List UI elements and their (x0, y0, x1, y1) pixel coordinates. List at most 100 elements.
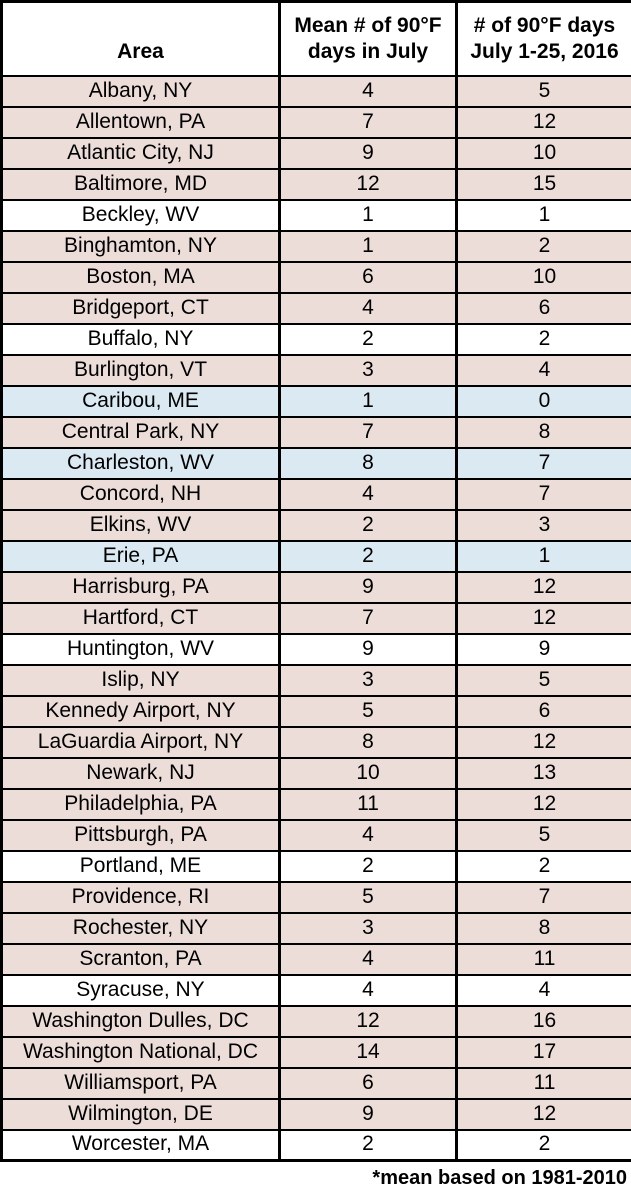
days-2016-cell: 10 (455, 136, 631, 170)
days-2016-cell: 11 (455, 1066, 631, 1100)
days-2016-cell: 9 (455, 632, 631, 666)
mean-cell: 2 (278, 322, 458, 356)
days-2016-cell: 0 (455, 384, 631, 418)
table-row: Providence, RI 5 7 (0, 880, 631, 914)
table-row: Kennedy Airport, NY 5 6 (0, 694, 631, 728)
mean-cell: 12 (278, 1004, 458, 1038)
table-body: Albany, NY 4 5 Allentown, PA 7 12 Atlantic Cit… (0, 74, 631, 1162)
days-2016-cell: 2 (455, 229, 631, 263)
days-2016-cell: 7 (455, 880, 631, 914)
area-cell: Huntington, WV (0, 632, 281, 666)
table-row: Islip, NY 3 5 (0, 663, 631, 697)
table-row: Baltimore, MD 12 15 (0, 167, 631, 201)
mean-cell: 10 (278, 756, 458, 790)
footnote: *mean based on 1981-2010 (372, 1167, 627, 1189)
table-row: Hartford, CT 7 12 (0, 601, 631, 635)
area-cell: Washington National, DC (0, 1035, 281, 1069)
days-2016-cell: 12 (455, 105, 631, 139)
table-row: Allentown, PA 7 12 (0, 105, 631, 139)
mean-cell: 2 (278, 539, 458, 573)
table-row: Worcester, MA 2 2 (0, 1128, 631, 1162)
area-cell: Albany, NY (0, 74, 281, 108)
mean-cell: 8 (278, 725, 458, 759)
area-cell: Charleston, WV (0, 446, 281, 480)
days-2016-cell: 6 (455, 694, 631, 728)
table-row: Caribou, ME 1 0 (0, 384, 631, 418)
days-2016-cell: 7 (455, 446, 631, 480)
mean-cell: 4 (278, 477, 458, 511)
table-row: Newark, NJ 10 13 (0, 756, 631, 790)
mean-cell: 4 (278, 942, 458, 976)
days-2016-cell: 1 (455, 539, 631, 573)
mean-cell: 7 (278, 601, 458, 635)
days-2016-cell: 8 (455, 415, 631, 449)
table-row: Burlington, VT 3 4 (0, 353, 631, 387)
mean-cell: 7 (278, 415, 458, 449)
mean-cell: 1 (278, 229, 458, 263)
table-row: Williamsport, PA 6 11 (0, 1066, 631, 1100)
table-row: Elkins, WV 2 3 (0, 508, 631, 542)
header-area: Area (0, 0, 281, 77)
table-row: Washington National, DC 14 17 (0, 1035, 631, 1069)
area-cell: Binghamton, NY (0, 229, 281, 263)
mean-cell: 7 (278, 105, 458, 139)
table-row: LaGuardia Airport, NY 8 12 (0, 725, 631, 759)
area-cell: Buffalo, NY (0, 322, 281, 356)
days-2016-cell: 4 (455, 973, 631, 1007)
table-row: Wilmington, DE 9 12 (0, 1097, 631, 1131)
area-cell: Hartford, CT (0, 601, 281, 635)
table-row: Scranton, PA 4 11 (0, 942, 631, 976)
header-row: Area Mean # of 90°F days in July # of 90… (0, 0, 631, 77)
days-2016-cell: 4 (455, 353, 631, 387)
days-2016-cell: 12 (455, 570, 631, 604)
days-2016-cell: 12 (455, 787, 631, 821)
mean-cell: 3 (278, 353, 458, 387)
table-header: Area Mean # of 90°F days in July # of 90… (0, 0, 631, 77)
mean-cell: 1 (278, 384, 458, 418)
days-2016-cell: 7 (455, 477, 631, 511)
area-cell: Islip, NY (0, 663, 281, 697)
mean-cell: 9 (278, 632, 458, 666)
area-cell: Caribou, ME (0, 384, 281, 418)
mean-cell: 9 (278, 570, 458, 604)
table-row: Syracuse, NY 4 4 (0, 973, 631, 1007)
area-cell: Allentown, PA (0, 105, 281, 139)
area-cell: Portland, ME (0, 849, 281, 883)
table-row: Portland, ME 2 2 (0, 849, 631, 883)
ninety-degree-days-table: Area Mean # of 90°F days in July # of 90… (0, 0, 631, 1162)
table-row: Beckley, WV 1 1 (0, 198, 631, 232)
mean-cell: 12 (278, 167, 458, 201)
table-row: Charleston, WV 8 7 (0, 446, 631, 480)
days-2016-cell: 16 (455, 1004, 631, 1038)
area-cell: LaGuardia Airport, NY (0, 725, 281, 759)
days-2016-cell: 3 (455, 508, 631, 542)
table-row: Erie, PA 2 1 (0, 539, 631, 573)
mean-cell: 9 (278, 1097, 458, 1131)
mean-cell: 2 (278, 508, 458, 542)
area-cell: Philadelphia, PA (0, 787, 281, 821)
days-2016-cell: 2 (455, 849, 631, 883)
mean-cell: 9 (278, 136, 458, 170)
table-row: Huntington, WV 9 9 (0, 632, 631, 666)
area-cell: Rochester, NY (0, 911, 281, 945)
mean-cell: 4 (278, 74, 458, 108)
area-cell: Wilmington, DE (0, 1097, 281, 1131)
days-2016-cell: 6 (455, 291, 631, 325)
table-row: Binghamton, NY 1 2 (0, 229, 631, 263)
days-2016-cell: 15 (455, 167, 631, 201)
area-cell: Williamsport, PA (0, 1066, 281, 1100)
table-row: Philadelphia, PA 11 12 (0, 787, 631, 821)
days-2016-cell: 12 (455, 725, 631, 759)
area-cell: Syracuse, NY (0, 973, 281, 1007)
mean-cell: 3 (278, 911, 458, 945)
days-2016-cell: 12 (455, 601, 631, 635)
mean-cell: 14 (278, 1035, 458, 1069)
mean-cell: 2 (278, 1128, 458, 1162)
area-cell: Providence, RI (0, 880, 281, 914)
mean-cell: 4 (278, 291, 458, 325)
days-2016-cell: 2 (455, 1128, 631, 1162)
days-2016-cell: 10 (455, 260, 631, 294)
table-row: Boston, MA 6 10 (0, 260, 631, 294)
days-2016-cell: 11 (455, 942, 631, 976)
days-2016-cell: 13 (455, 756, 631, 790)
